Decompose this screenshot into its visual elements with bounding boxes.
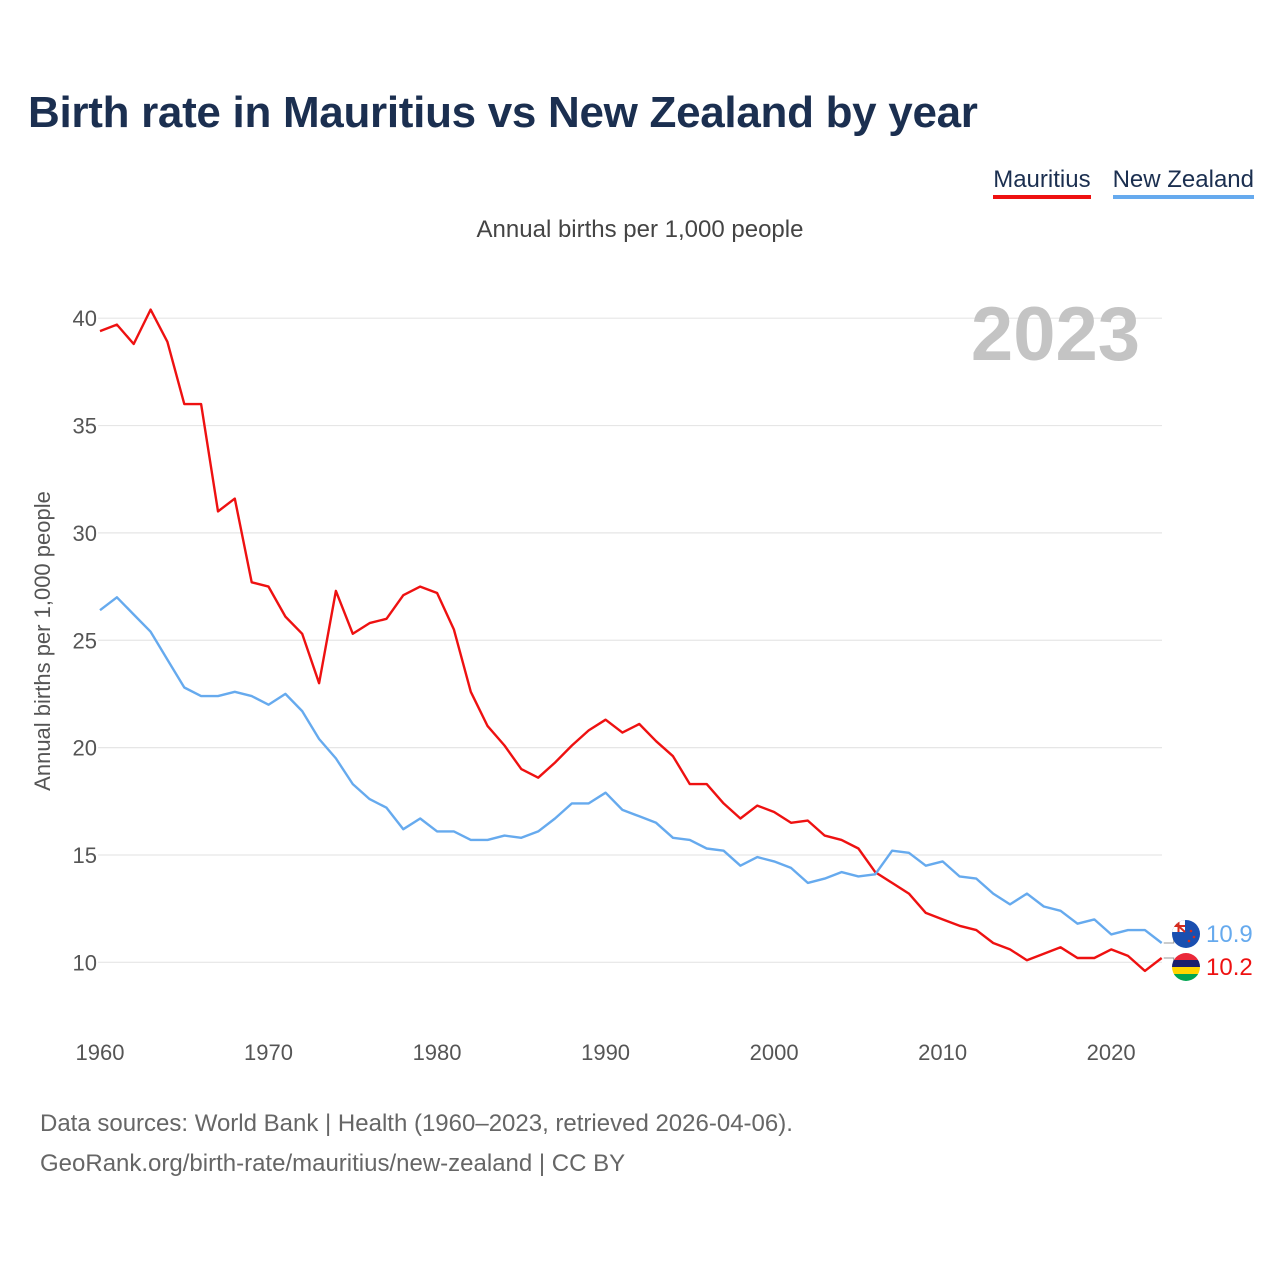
end-label-new-zealand: 10.9	[1206, 921, 1253, 948]
x-tick-label: 2000	[750, 1040, 799, 1065]
y-tick-label: 25	[73, 628, 97, 653]
year-watermark: 2023	[971, 292, 1140, 377]
y-tick-label: 35	[73, 414, 97, 439]
y-tick-label: 10	[73, 950, 97, 975]
x-tick-label: 2010	[918, 1040, 967, 1065]
chart-title: Birth rate in Mauritius vs New Zealand b…	[28, 88, 978, 137]
x-tick-label: 1960	[76, 1040, 125, 1065]
line-chart: 10 15 20 25 30 35 40 1960 1970 1980 1990 2000 2010 20…	[30, 292, 1253, 1065]
y-tick-label: 20	[73, 736, 97, 761]
footer: Data sources: World Bank | Health (1960–…	[40, 1104, 793, 1184]
end-label-mauritius: 10.2	[1206, 954, 1253, 981]
x-tick-label: 2020	[1087, 1040, 1136, 1065]
source-url-text[interactable]: GeoRank.org/birth-rate/mauritius/new-zea…	[40, 1150, 626, 1177]
y-tick-label: 15	[73, 843, 97, 868]
series-line-new-zealand	[99, 596, 1163, 944]
series-line-mauritius	[99, 308, 1163, 973]
data-source-text: Data sources: World Bank | Health (1960–…	[40, 1110, 793, 1137]
x-tick-label: 1970	[244, 1040, 293, 1065]
y-axis-label: Annual births per 1,000 people	[30, 491, 55, 791]
x-tick-label: 1980	[413, 1040, 462, 1065]
new-zealand-flag-icon	[1172, 920, 1200, 948]
y-tick-label: 30	[73, 521, 97, 546]
x-tick-label: 1990	[581, 1040, 630, 1065]
mauritius-flag-icon	[1172, 953, 1200, 981]
legend: Mauritius New Zealand	[993, 166, 1254, 199]
legend-item-new-zealand[interactable]: New Zealand	[1112, 166, 1254, 199]
legend-item-mauritius[interactable]: Mauritius	[993, 166, 1091, 199]
y-tick-label: 40	[73, 306, 97, 331]
chart-subtitle: Annual births per 1,000 people	[476, 216, 804, 243]
